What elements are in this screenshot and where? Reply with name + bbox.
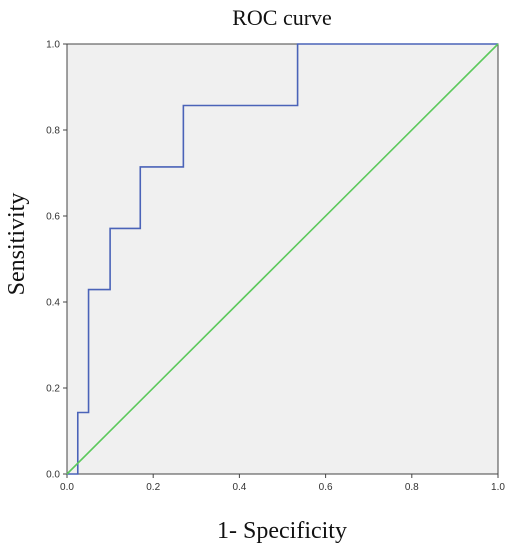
y-tick-label: 0.0 <box>46 470 60 481</box>
chart-title: ROC curve <box>232 5 332 30</box>
x-tick-label: 0.2 <box>146 482 160 493</box>
x-axis-ticks: 0.0 0.2 0.4 0.6 0.8 1.0 <box>60 474 505 493</box>
y-tick-label: 0.8 <box>46 126 60 137</box>
x-tick-label: 0.8 <box>405 482 419 493</box>
x-tick-label: 1.0 <box>491 482 505 493</box>
x-tick-label: 0.4 <box>232 482 246 493</box>
reference-diagonal-line <box>66 43 499 475</box>
x-axis-label: 1- Specificity <box>217 518 347 544</box>
x-tick-label: 0.6 <box>319 482 333 493</box>
y-axis-label: Sensitivity <box>4 193 30 296</box>
series-group <box>66 43 499 475</box>
roc-curve-line <box>67 43 498 475</box>
y-tick-label: 0.2 <box>46 384 60 395</box>
y-tick-label: 0.4 <box>46 298 60 309</box>
y-tick-label: 1.0 <box>46 40 60 51</box>
y-axis-ticks: 0.0 0.2 0.4 0.6 0.8 1.0 <box>46 40 67 481</box>
x-tick-label: 0.0 <box>60 482 74 493</box>
y-tick-label: 0.6 <box>46 212 60 223</box>
